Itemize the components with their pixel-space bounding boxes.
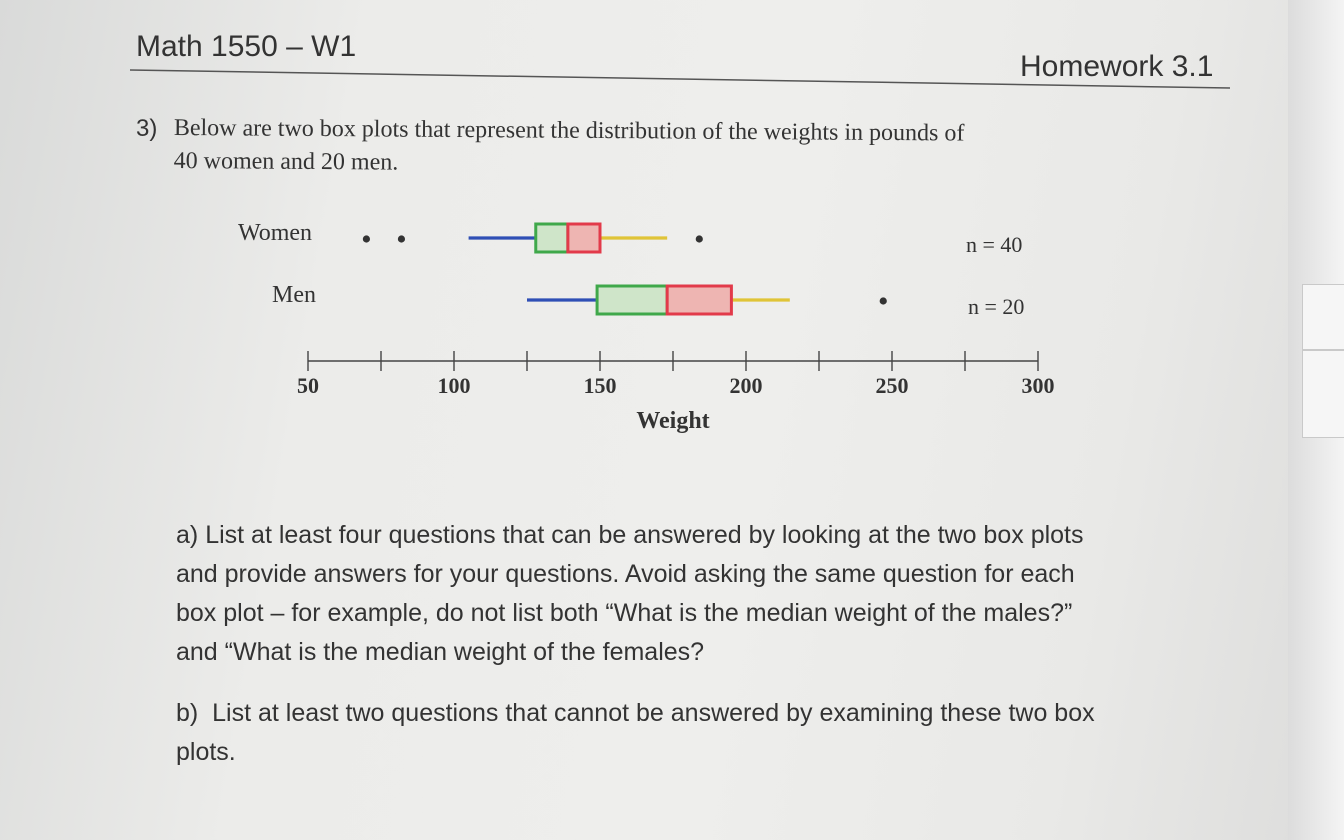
question-number: 3) — [136, 115, 158, 142]
header-rule — [130, 69, 1230, 89]
lower-box — [595, 284, 669, 316]
part-a: a) List at least four questions that can… — [176, 516, 1256, 672]
part-a-label: a) — [176, 521, 199, 549]
outlier-point — [397, 235, 406, 243]
side-tab — [1302, 284, 1344, 350]
series-label: Women — [238, 220, 312, 246]
box-row-men: Men n = 20 — [272, 282, 1024, 319]
outlier-point — [879, 297, 887, 305]
part-b: b) List at least two questions that cann… — [176, 694, 1256, 772]
x-tick-label: 300 — [1022, 373, 1055, 398]
x-tick-label: 250 — [876, 373, 909, 398]
course-title: Math 1550 – W1 — [136, 30, 357, 63]
box-row-women: Women n = 40 — [238, 220, 1022, 257]
part-b-line-1: List at least two questions that cannot … — [212, 699, 1095, 727]
sample-size-label: n = 40 — [966, 232, 1022, 257]
part-b-line-2: plots. — [176, 738, 236, 766]
upper-box — [566, 222, 602, 254]
part-a-line-1: List at least four questions that can be… — [205, 521, 1084, 549]
x-tick-label: 50 — [297, 373, 319, 398]
lower-box — [534, 222, 570, 254]
homework-title: Homework 3.1 — [1020, 50, 1214, 83]
part-a-line-2: and provide answers for your questions. … — [176, 560, 1075, 588]
sample-size-label: n = 20 — [968, 294, 1024, 319]
outlier-point — [362, 235, 370, 243]
upper-box — [665, 284, 733, 316]
outlier-point — [695, 235, 703, 243]
side-tab — [1302, 350, 1344, 438]
part-b-label: b) — [176, 699, 199, 727]
x-tick-label: 100 — [438, 373, 471, 398]
series-label: Men — [272, 282, 316, 308]
page-edge — [1288, 0, 1344, 840]
part-a-line-4: and “What is the median weight of the fe… — [176, 638, 705, 666]
part-a-line-3: box plot – for example, do not list both… — [176, 599, 1073, 627]
x-axis-label: Weight — [636, 408, 709, 434]
x-tick-label: 150 — [584, 373, 617, 398]
x-tick-label: 200 — [730, 373, 763, 398]
